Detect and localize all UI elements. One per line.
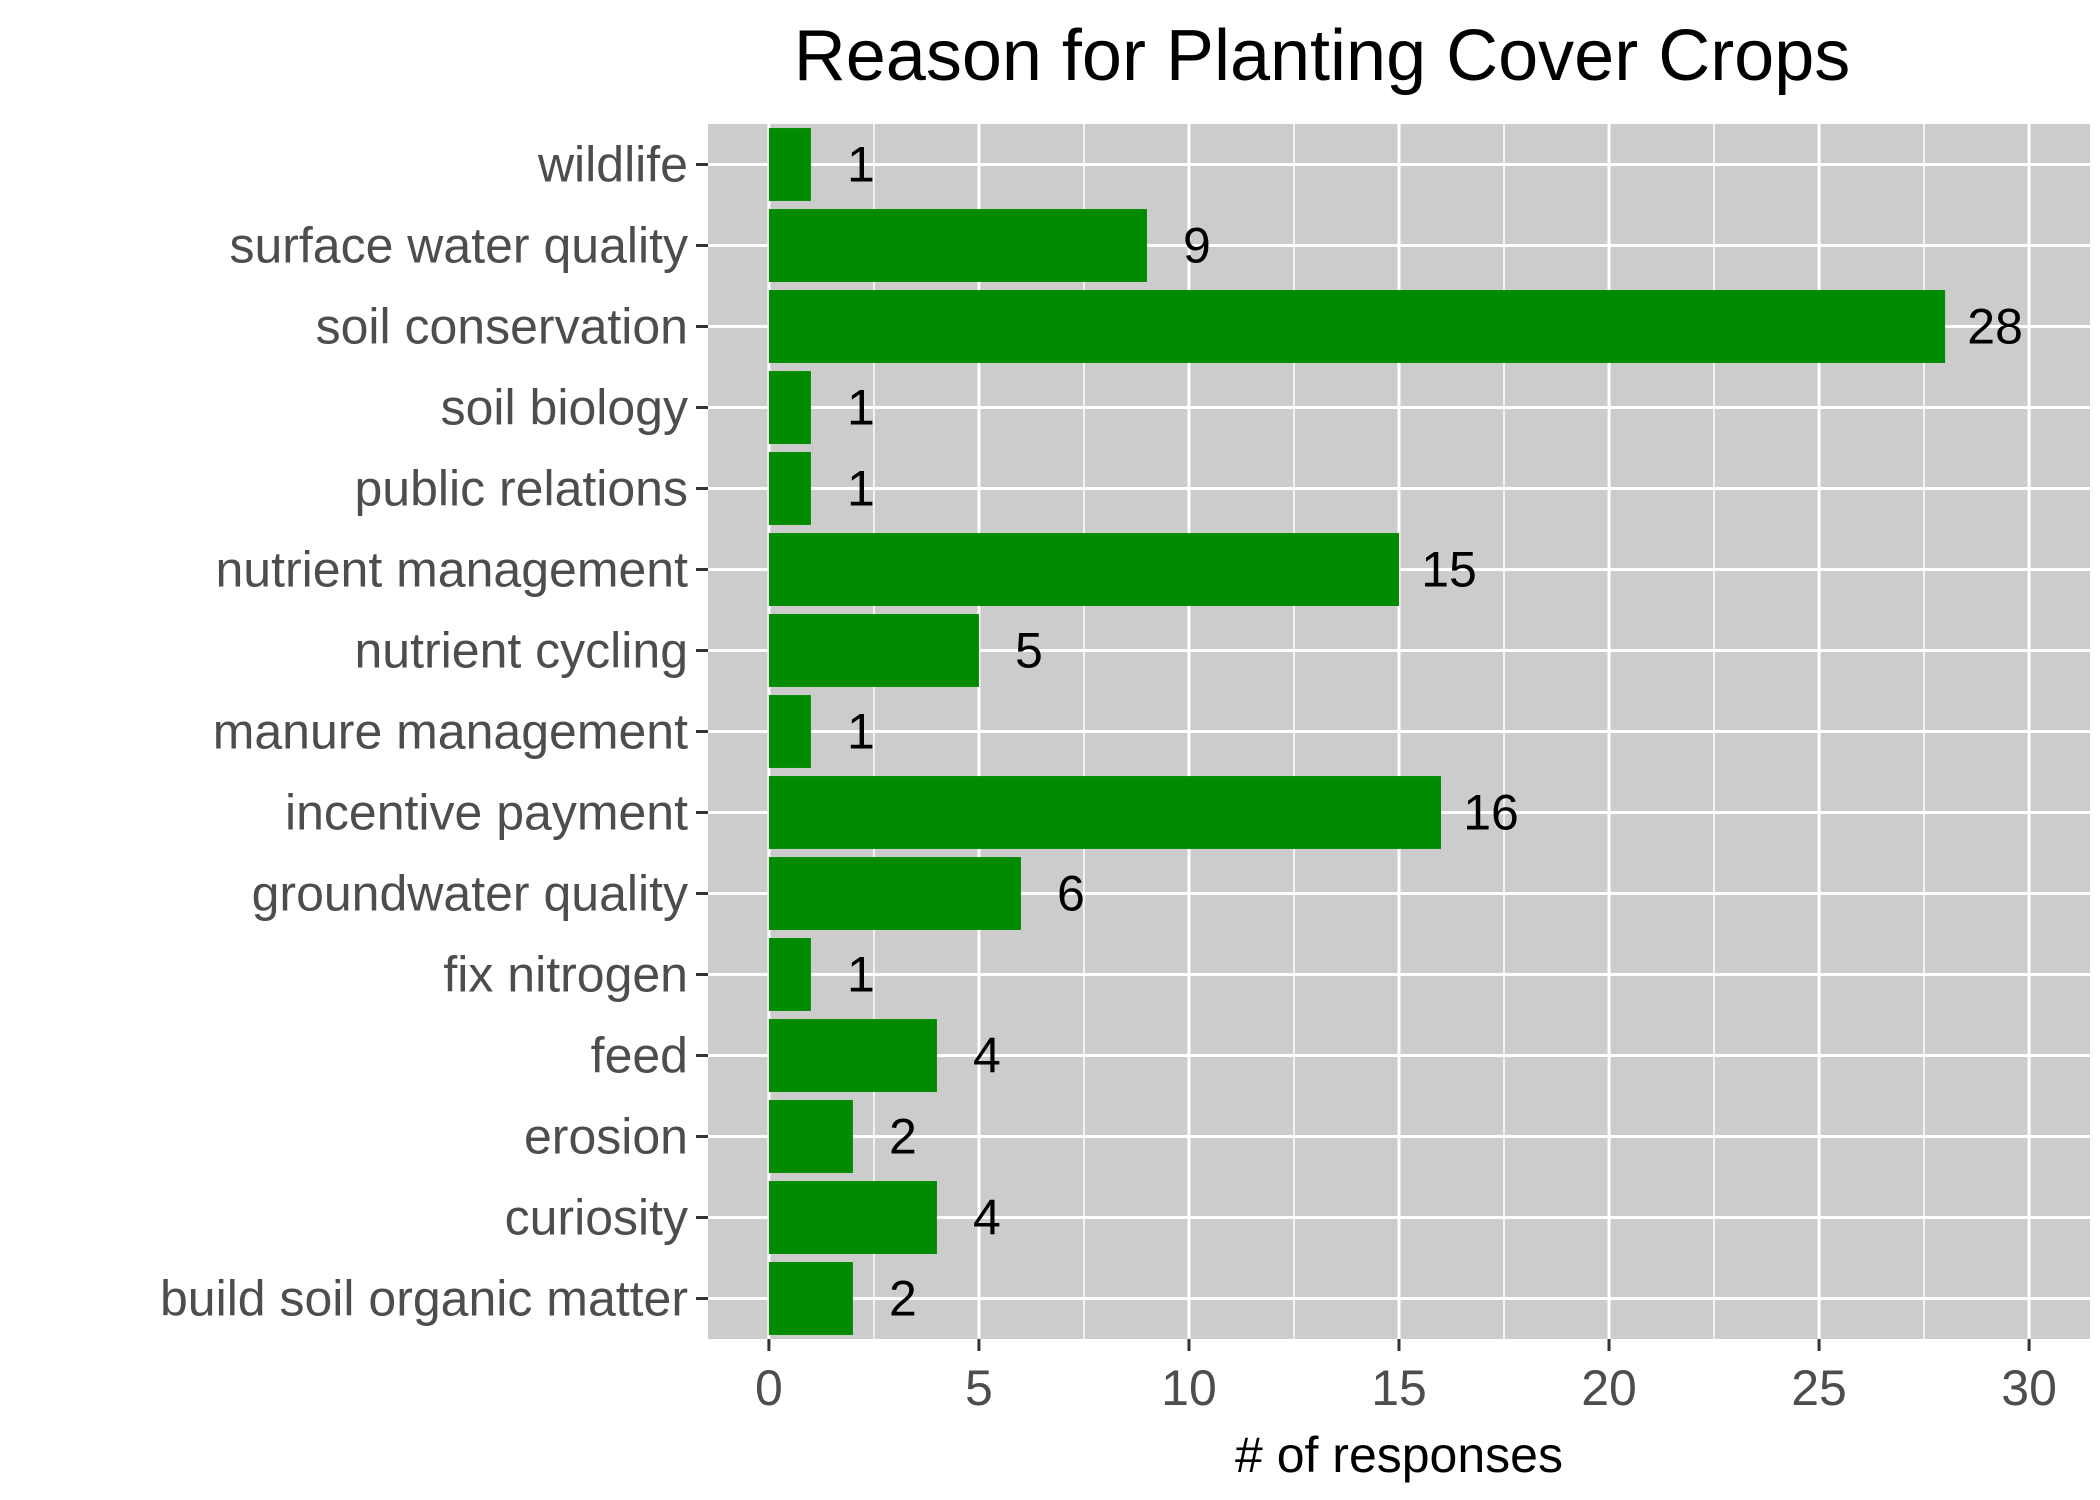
x-axis: 0 5 10 15 20 25 30 bbox=[755, 1339, 2057, 1416]
data-label: 4 bbox=[973, 1028, 1001, 1084]
y-tick-label: build soil organic matter bbox=[160, 1271, 688, 1327]
x-tick-label: 25 bbox=[1791, 1360, 1847, 1416]
y-tick-label: erosion bbox=[524, 1109, 688, 1165]
y-tick-label: feed bbox=[591, 1028, 688, 1084]
data-label: 1 bbox=[847, 380, 875, 436]
y-tick-label: groundwater quality bbox=[252, 866, 688, 922]
data-label: 5 bbox=[1015, 623, 1043, 679]
bar bbox=[768, 533, 1399, 606]
bar bbox=[768, 938, 811, 1011]
x-tick-label: 15 bbox=[1371, 1360, 1427, 1416]
y-tick-label: manure management bbox=[213, 704, 688, 760]
data-label: 1 bbox=[847, 137, 875, 193]
chart-title: Reason for Planting Cover Crops bbox=[794, 16, 1851, 96]
x-tick-label: 5 bbox=[965, 1360, 993, 1416]
bar bbox=[768, 614, 979, 687]
x-tick-label: 20 bbox=[1581, 1360, 1637, 1416]
bar bbox=[768, 1262, 853, 1335]
bar bbox=[768, 1019, 937, 1092]
bar bbox=[768, 452, 811, 525]
y-tick-label: incentive payment bbox=[285, 785, 688, 841]
data-label: 6 bbox=[1057, 866, 1085, 922]
data-label: 28 bbox=[1967, 299, 2023, 355]
y-tick-label: surface water quality bbox=[229, 218, 688, 274]
y-tick-label: soil biology bbox=[441, 380, 688, 436]
data-label: 15 bbox=[1421, 542, 1477, 598]
data-label: 2 bbox=[889, 1109, 917, 1165]
data-label: 16 bbox=[1463, 785, 1519, 841]
x-tick-label: 30 bbox=[2001, 1360, 2057, 1416]
bar bbox=[768, 209, 1147, 282]
y-tick-label: curiosity bbox=[505, 1190, 688, 1246]
data-label: 1 bbox=[847, 947, 875, 1003]
data-label: 9 bbox=[1183, 218, 1211, 274]
data-label: 1 bbox=[847, 704, 875, 760]
bar bbox=[768, 290, 1946, 363]
y-tick-label: wildlife bbox=[537, 137, 688, 193]
y-tick-label: soil conservation bbox=[316, 299, 688, 355]
bar bbox=[768, 1181, 937, 1254]
data-label: 4 bbox=[973, 1190, 1001, 1246]
bar bbox=[768, 128, 811, 201]
y-tick-label: nutrient management bbox=[215, 542, 688, 598]
data-label: 1 bbox=[847, 461, 875, 517]
y-tick-label: public relations bbox=[354, 461, 688, 517]
x-tick-label: 0 bbox=[755, 1360, 783, 1416]
bar bbox=[768, 776, 1442, 849]
y-tick-label: nutrient cycling bbox=[355, 623, 689, 679]
y-axis: build soil organic matter curiosity erosio… bbox=[160, 137, 708, 1327]
bar bbox=[768, 371, 811, 444]
bar bbox=[768, 857, 1021, 930]
bar bbox=[768, 695, 811, 768]
y-tick-label: fix nitrogen bbox=[443, 947, 688, 1003]
data-label: 2 bbox=[889, 1271, 917, 1327]
x-tick-label: 10 bbox=[1161, 1360, 1217, 1416]
bar bbox=[768, 1100, 853, 1173]
bars bbox=[768, 128, 1946, 1335]
x-axis-title: # of responses bbox=[1235, 1427, 1563, 1483]
